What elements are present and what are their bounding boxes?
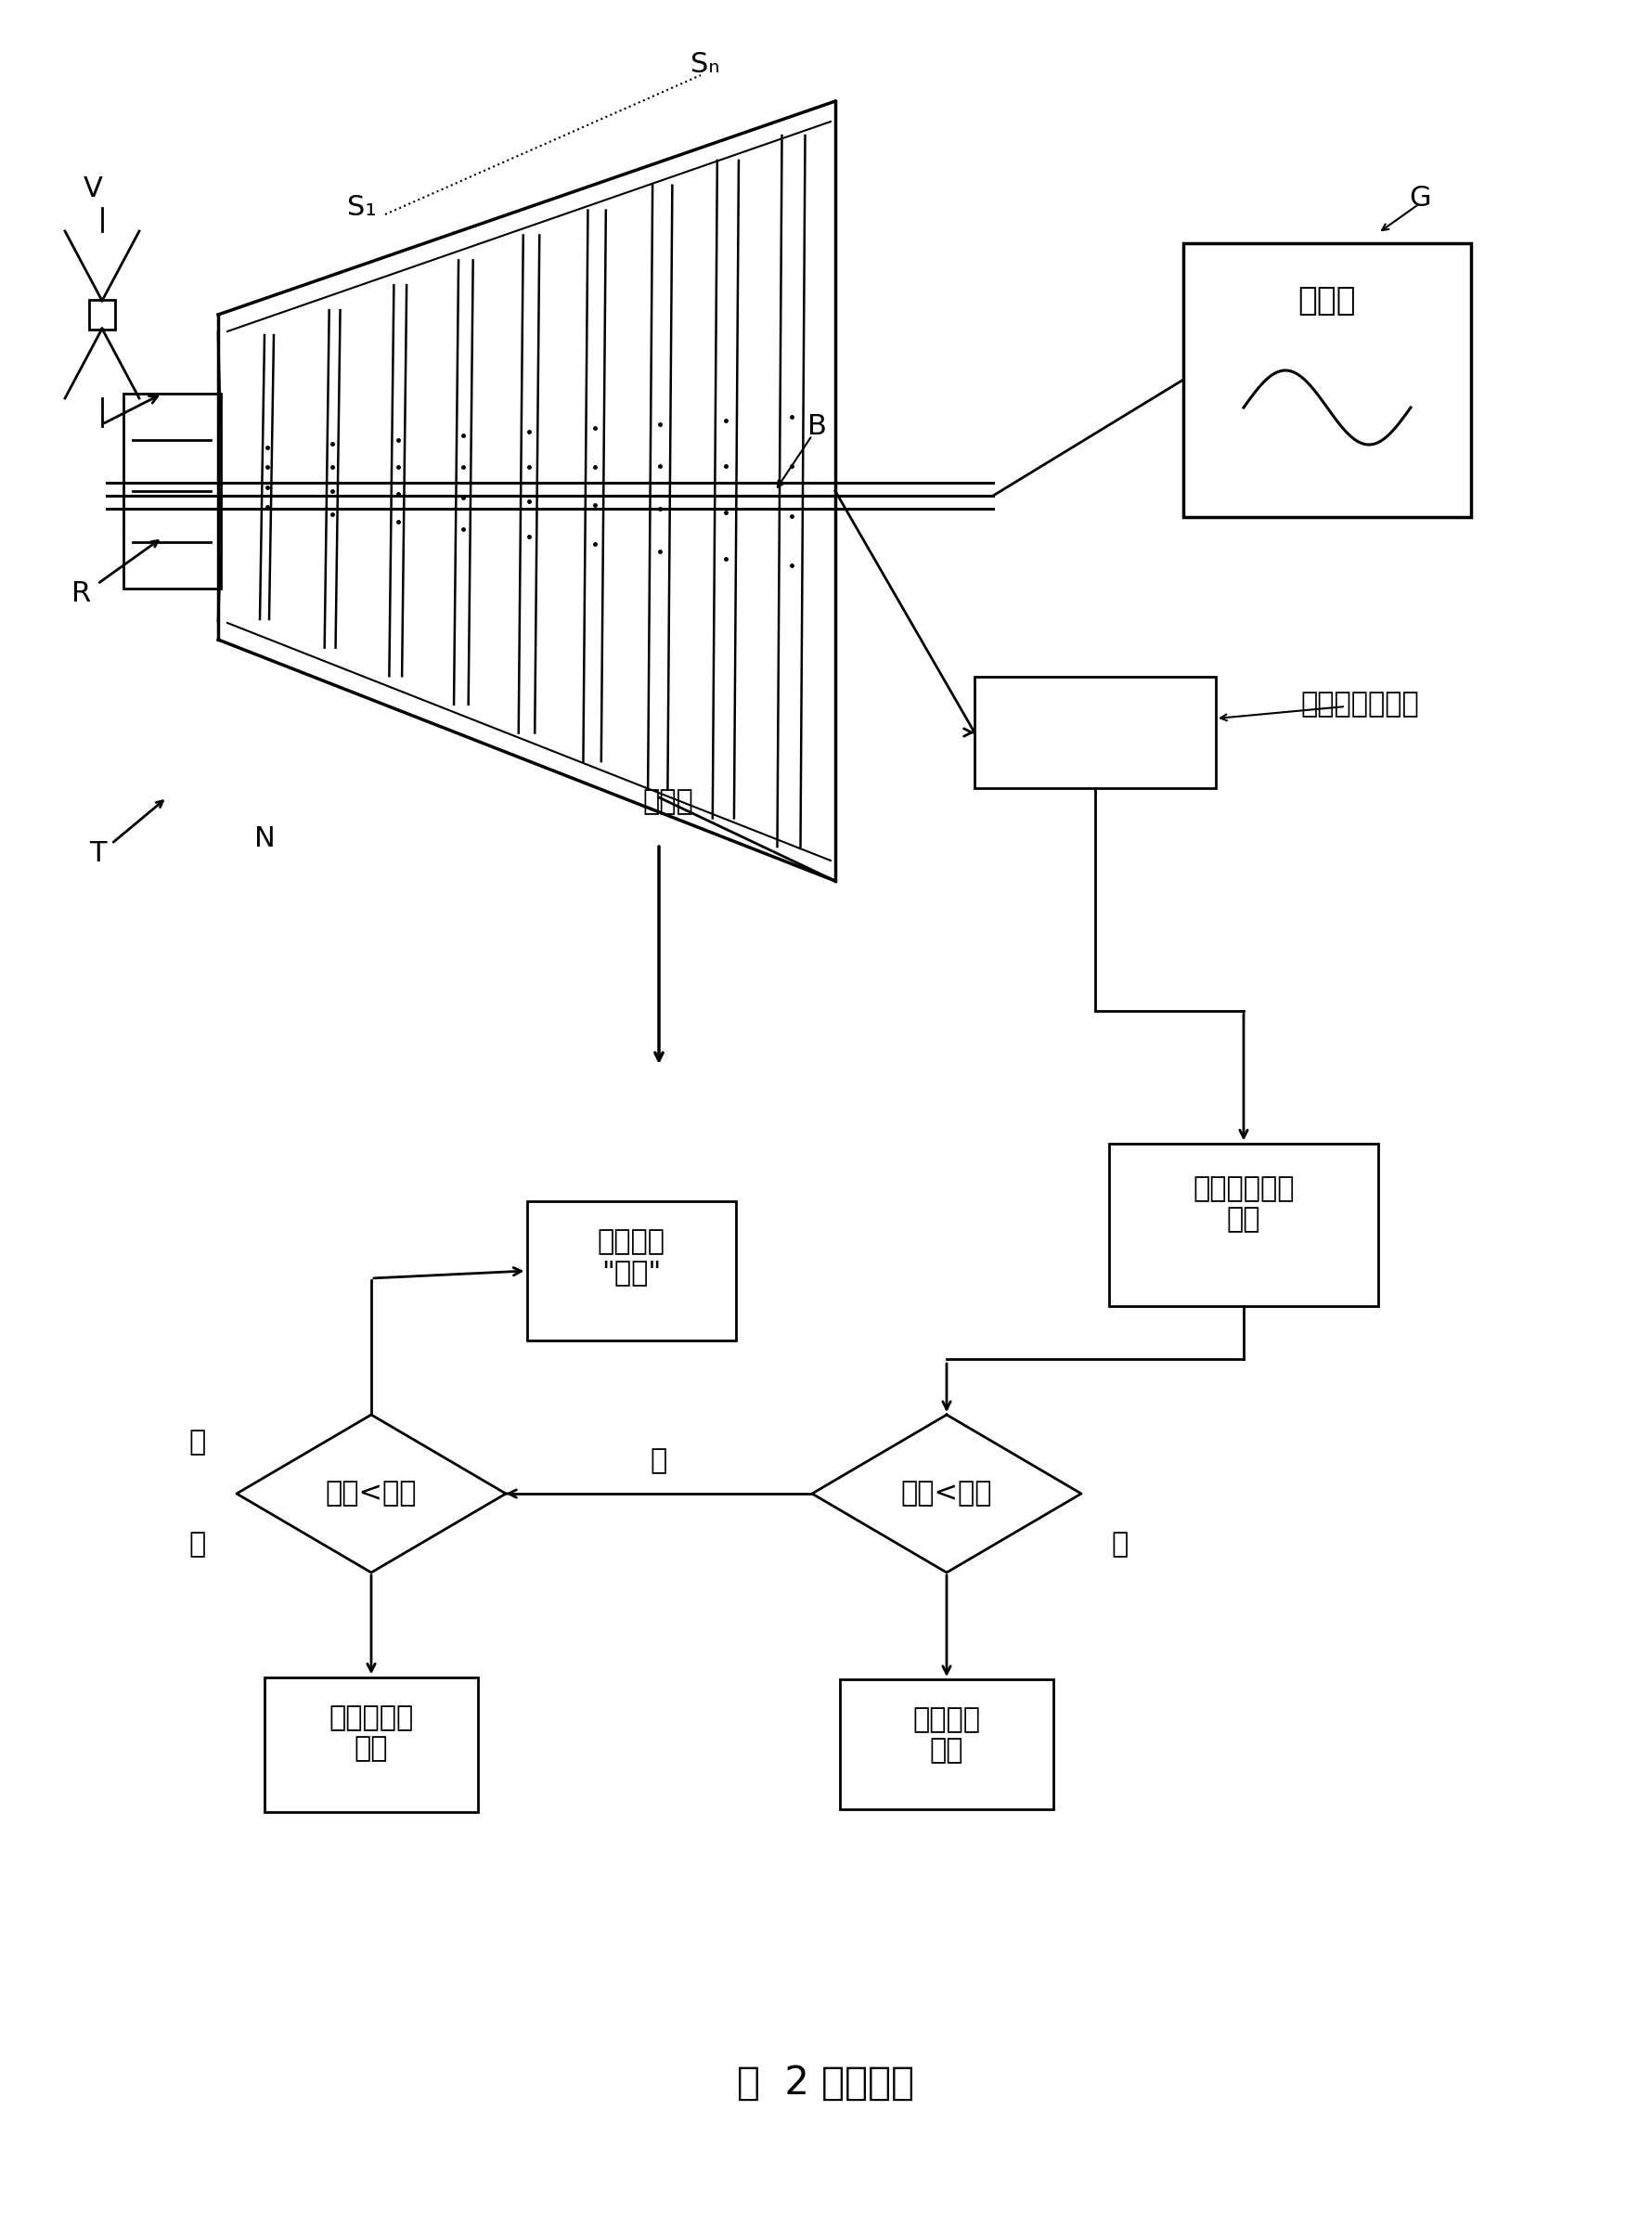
Text: 维持正常
运转: 维持正常 运转 [914,1706,981,1764]
Text: 否: 否 [190,1430,206,1456]
Bar [527,1200,735,1341]
Text: B: B [808,412,826,439]
Text: 否: 否 [651,1448,667,1474]
Bar [264,1677,477,1811]
Text: 背压<警报: 背压<警报 [900,1481,993,1508]
Text: S₁: S₁ [347,194,377,220]
Text: R: R [71,579,91,606]
Bar [1108,1142,1378,1305]
Bar [89,301,116,330]
Text: Sₙ: Sₙ [691,51,720,78]
Text: 给操作者发
警报: 给操作者发 警报 [329,1704,413,1762]
Text: T: T [89,840,106,866]
Text: 蒸汽涡轮
"断开": 蒸汽涡轮 "断开" [598,1227,666,1285]
Text: G: G [1409,185,1431,212]
Text: 静态压力传感器: 静态压力传感器 [1300,690,1419,717]
Text: 是: 是 [190,1532,206,1559]
Text: 排气流: 排气流 [643,788,694,815]
Text: 是: 是 [1112,1532,1128,1559]
Bar [1183,243,1470,517]
Bar [975,677,1216,788]
Text: 发电机: 发电机 [1298,285,1356,316]
Bar [839,1679,1054,1808]
Text: V: V [83,176,102,203]
Text: 背压<断开: 背压<断开 [325,1481,416,1508]
Bar [122,394,220,588]
Text: 蒸汽轮机控制
系统: 蒸汽轮机控制 系统 [1193,1176,1295,1234]
Text: 图  2 现有技术: 图 2 现有技术 [737,2064,915,2102]
Text: N: N [254,826,276,853]
